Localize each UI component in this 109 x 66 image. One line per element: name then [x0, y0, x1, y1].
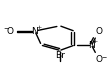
Text: +: +: [93, 39, 98, 44]
Text: O: O: [95, 55, 102, 64]
Text: O: O: [95, 27, 102, 36]
Text: −: −: [3, 26, 9, 31]
Text: Br: Br: [55, 51, 65, 60]
Text: +: +: [36, 25, 41, 30]
Text: O: O: [6, 27, 13, 36]
Text: N: N: [32, 27, 38, 36]
Text: N: N: [88, 41, 95, 50]
Text: −: −: [101, 54, 107, 59]
